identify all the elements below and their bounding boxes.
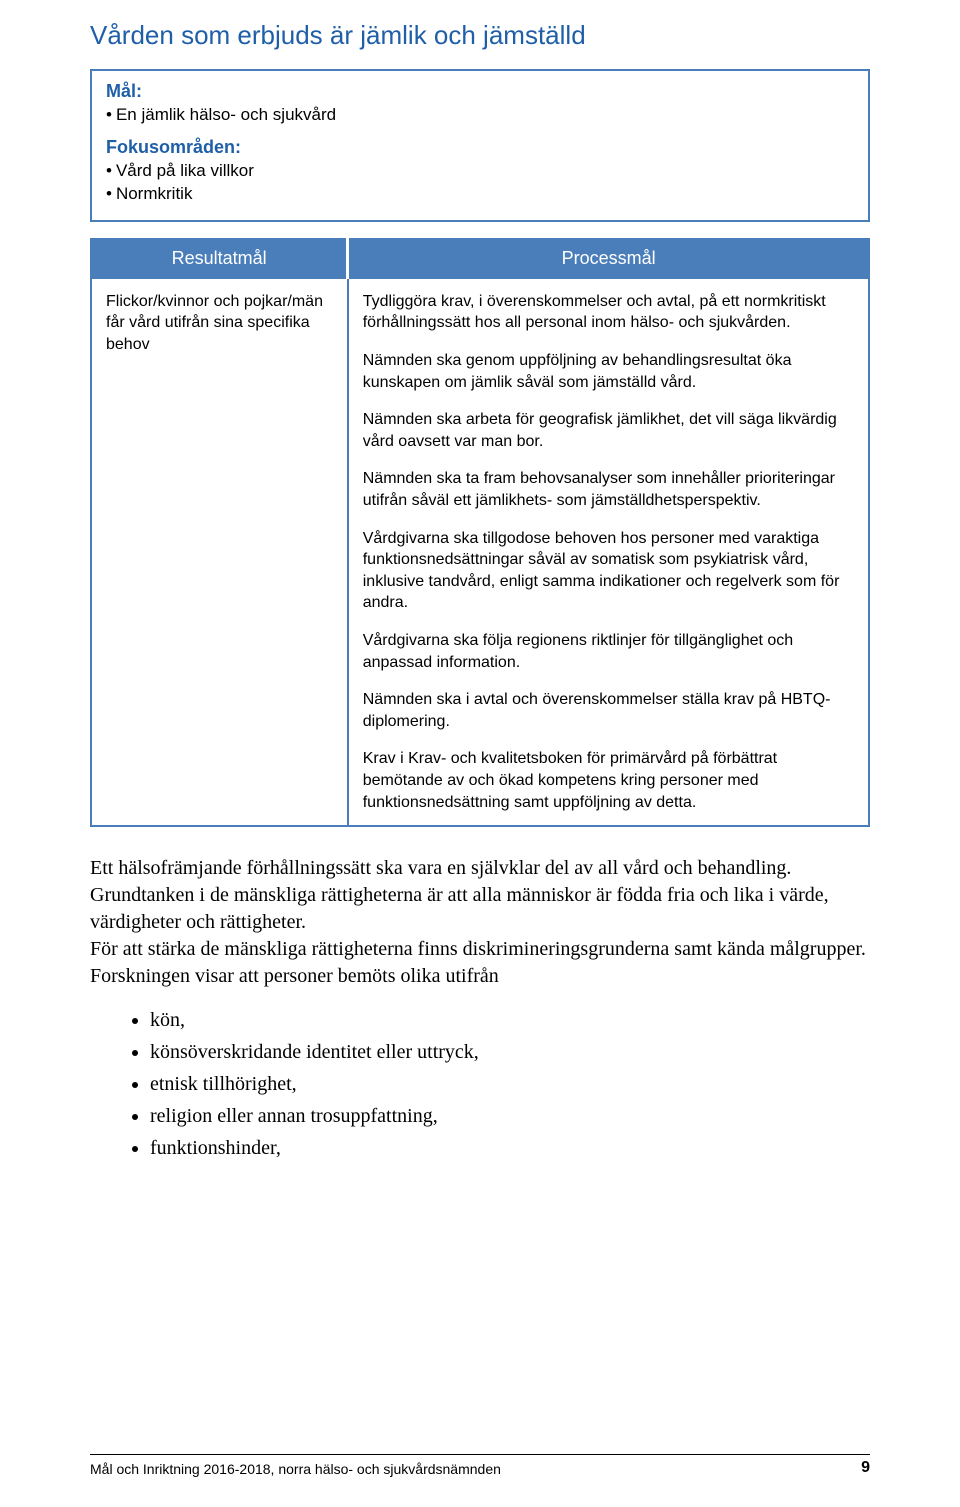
- body-paragraph: Ett hälsofrämjande förhållningssätt ska …: [90, 855, 870, 990]
- process-item: Tydliggöra krav, i överenskommelser och …: [363, 291, 854, 334]
- process-item: Nämnden ska i avtal och överenskommelser…: [363, 689, 854, 732]
- fokus-item: •Vård på lika villkor: [106, 160, 854, 183]
- resultatmal-cell: Flickor/kvinnor och pojkar/män får vård …: [91, 278, 348, 826]
- list-item: funktionshinder,: [150, 1132, 870, 1164]
- goals-focus-box: Mål: •En jämlik hälso- och sjukvård Foku…: [90, 69, 870, 222]
- bullet-icon: •: [106, 184, 112, 203]
- list-item: kön,: [150, 1004, 870, 1036]
- column-header-processmal: Processmål: [348, 239, 869, 278]
- process-item: Vårdgivarna ska följa regionens riktlinj…: [363, 630, 854, 673]
- page-footer: Mål och Inriktning 2016-2018, norra häls…: [90, 1454, 870, 1477]
- bullet-icon: •: [106, 161, 112, 180]
- goals-table: Resultatmål Processmål Flickor/kvinnor o…: [90, 238, 870, 827]
- fokus-item: •Normkritik: [106, 183, 854, 206]
- process-item: Nämnden ska genom uppföljning av behandl…: [363, 350, 854, 393]
- body-p2: För att stärka de mänskliga rättighetern…: [90, 938, 866, 987]
- processmal-cell: Tydliggöra krav, i överenskommelser och …: [348, 278, 869, 826]
- page-number: 9: [861, 1459, 870, 1477]
- mal-item-text: En jämlik hälso- och sjukvård: [116, 105, 336, 124]
- process-item: Vårdgivarna ska tillgodose behoven hos p…: [363, 528, 854, 614]
- list-item: etnisk tillhörighet,: [150, 1068, 870, 1100]
- process-item: Nämnden ska arbeta för geografisk jämlik…: [363, 409, 854, 452]
- body-p1: Ett hälsofrämjande förhållningssätt ska …: [90, 857, 829, 933]
- process-item: Krav i Krav- och kvalitetsboken för prim…: [363, 748, 854, 813]
- page-title: Vården som erbjuds är jämlik och jämstäl…: [90, 20, 870, 51]
- list-item: könsöverskridande identitet eller uttryc…: [150, 1036, 870, 1068]
- process-item: Nämnden ska ta fram behovsanalyser som i…: [363, 468, 854, 511]
- mal-label: Mål:: [106, 81, 854, 102]
- discrimination-list: kön, könsöverskridande identitet eller u…: [150, 1004, 870, 1164]
- column-header-resultatmal: Resultatmål: [91, 239, 348, 278]
- mal-item: •En jämlik hälso- och sjukvård: [106, 104, 854, 127]
- bullet-icon: •: [106, 105, 112, 124]
- fokus-label: Fokusområden:: [106, 137, 854, 158]
- footer-text: Mål och Inriktning 2016-2018, norra häls…: [90, 1461, 501, 1477]
- fokus-item-text: Vård på lika villkor: [116, 161, 254, 180]
- fokus-item-text: Normkritik: [116, 184, 193, 203]
- list-item: religion eller annan trosuppfattning,: [150, 1100, 870, 1132]
- table-row: Flickor/kvinnor och pojkar/män får vård …: [91, 278, 869, 826]
